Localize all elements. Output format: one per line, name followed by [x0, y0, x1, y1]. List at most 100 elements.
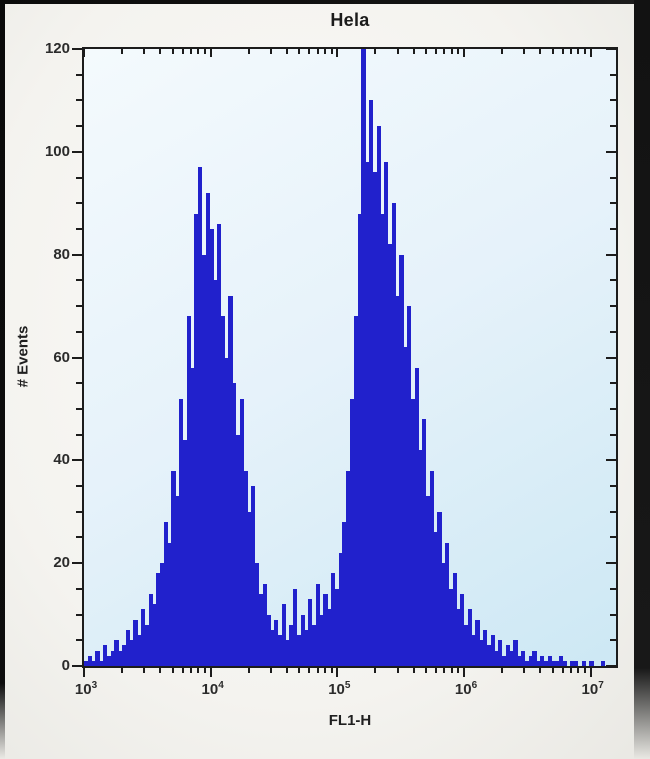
x-minor-tick-top	[539, 49, 542, 54]
x-axis-title: FL1-H	[328, 712, 372, 729]
histogram-bar	[270, 630, 275, 666]
histogram-bar	[327, 609, 332, 666]
x-minor-tick	[570, 668, 573, 673]
histogram-bar	[346, 470, 351, 666]
histogram-bar	[255, 563, 260, 666]
histogram-bar	[369, 100, 374, 666]
histogram-bar	[243, 470, 248, 666]
histogram-bar	[160, 563, 165, 666]
histogram-bar	[285, 640, 290, 666]
x-minor-tick	[561, 668, 564, 673]
histogram-bar	[156, 573, 161, 666]
x-minor-tick-top	[121, 49, 124, 54]
histogram-bar	[122, 645, 127, 666]
histogram-bar	[448, 588, 453, 666]
histogram-bar	[380, 213, 385, 666]
histogram-bar	[490, 635, 495, 666]
histogram-bar	[376, 126, 381, 666]
histogram-bar	[232, 383, 237, 666]
histogram-bar	[521, 650, 526, 666]
x-minor-tick-top	[434, 49, 437, 54]
histogram-bar	[441, 563, 446, 666]
histogram-bar	[437, 511, 442, 666]
y-minor-tick	[76, 176, 82, 179]
histogram-bar	[331, 573, 336, 666]
histogram-bar	[114, 640, 119, 666]
histogram-bar	[190, 367, 195, 666]
histogram-bar	[239, 398, 244, 666]
x-minor-tick	[501, 668, 504, 673]
x-minor-tick-top	[551, 49, 554, 54]
histogram-bar	[106, 655, 111, 666]
y-minor-tick	[76, 613, 82, 616]
histogram-bar	[224, 357, 229, 666]
x-major-tick	[209, 668, 212, 677]
histogram-bar	[483, 630, 488, 666]
y-tick-label: 60	[53, 348, 70, 366]
y-minor-tick-right	[610, 639, 616, 642]
y-major-tick-right	[606, 459, 616, 462]
x-minor-tick	[270, 668, 273, 673]
histogram-bar	[163, 522, 168, 666]
y-minor-tick	[76, 587, 82, 590]
histogram-bar	[133, 619, 138, 666]
histogram-bar	[84, 660, 89, 666]
histogram-bar	[505, 645, 510, 666]
histogram-bar	[186, 316, 191, 666]
x-minor-tick-top	[412, 49, 415, 54]
photo-frame-right	[634, 0, 650, 759]
y-minor-tick-right	[610, 279, 616, 282]
histogram-bar	[300, 614, 305, 666]
histogram-bar	[103, 645, 108, 666]
histogram-bar	[125, 630, 130, 666]
histogram-bar	[129, 640, 134, 666]
histogram-bar	[502, 655, 507, 666]
y-minor-tick-right	[610, 587, 616, 590]
y-minor-tick	[76, 536, 82, 539]
x-minor-tick-top	[561, 49, 564, 54]
y-major-tick-right	[606, 665, 616, 667]
y-major-tick	[72, 48, 82, 50]
histogram-bar	[532, 650, 537, 666]
histogram-bar	[304, 630, 309, 666]
x-major-tick	[336, 668, 339, 677]
x-minor-tick	[457, 668, 460, 673]
y-major-tick-right	[606, 48, 616, 50]
histogram-bar	[137, 635, 142, 666]
photo-frame-top	[0, 0, 650, 4]
y-minor-tick	[76, 125, 82, 128]
y-minor-tick	[76, 510, 82, 513]
histogram-bar	[205, 192, 210, 666]
x-minor-tick	[181, 668, 184, 673]
histogram-bar	[464, 624, 469, 666]
histogram-bar	[540, 655, 545, 666]
y-minor-tick	[76, 639, 82, 642]
x-minor-tick	[374, 668, 377, 673]
x-minor-tick	[247, 668, 250, 673]
histogram-bar	[236, 434, 241, 666]
y-minor-tick-right	[610, 407, 616, 410]
histogram-bar	[365, 162, 370, 666]
x-major-tick-top	[209, 49, 212, 57]
histogram-bar	[95, 650, 100, 666]
histogram-bar	[547, 655, 552, 666]
x-minor-tick	[450, 668, 453, 673]
x-minor-tick-top	[501, 49, 504, 54]
x-minor-tick	[396, 668, 399, 673]
x-minor-tick-top	[443, 49, 446, 54]
histogram-bar	[357, 213, 362, 666]
histogram-bar	[179, 398, 184, 666]
y-tick-label: 80	[53, 245, 70, 263]
histogram-bar	[433, 532, 438, 666]
x-minor-tick-top	[457, 49, 460, 54]
histogram-bar	[517, 655, 522, 666]
y-minor-tick-right	[610, 433, 616, 436]
y-minor-tick	[76, 382, 82, 385]
y-major-tick	[72, 150, 82, 153]
x-minor-tick	[523, 668, 526, 673]
x-minor-tick	[424, 668, 427, 673]
x-minor-tick-top	[181, 49, 184, 54]
x-major-tick-top	[463, 49, 465, 57]
y-minor-tick	[76, 330, 82, 333]
histogram-bar	[217, 223, 222, 666]
